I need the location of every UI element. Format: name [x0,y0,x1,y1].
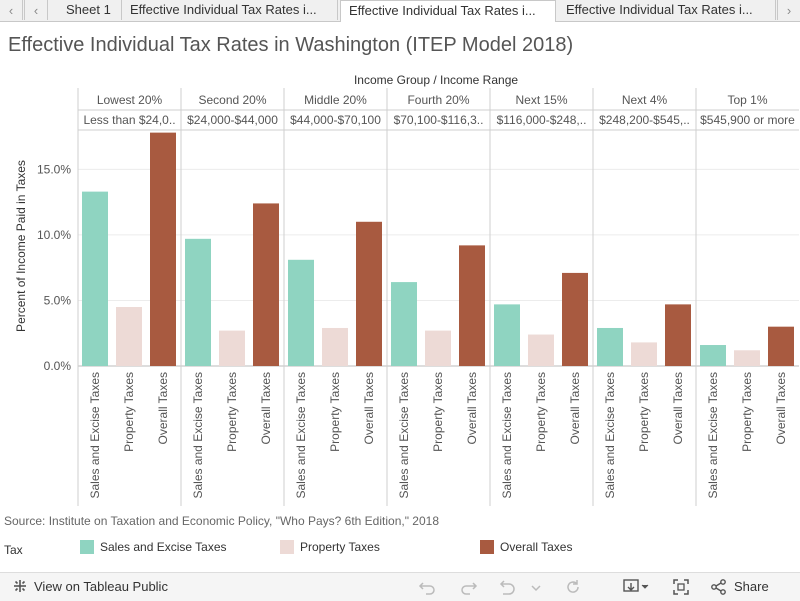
x-tick-label: Sales and Excise Taxes [294,372,308,499]
bar-sales [391,282,417,366]
tab-effective-rates-2[interactable]: Effective Individual Tax Rates i... [340,0,556,22]
x-tick-label: Property Taxes [122,372,136,452]
view-on-tableau-link[interactable]: View on Tableau Public [34,579,168,594]
x-tick-label: Overall Taxes [465,372,479,444]
income-range-label: $70,100-$116,3.. [394,113,484,127]
x-tick-label: Sales and Excise Taxes [397,372,411,499]
income-group-label: Second 20% [198,93,266,107]
x-tick-label: Property Taxes [225,372,239,452]
bar-property [734,350,760,366]
x-tick-label: Property Taxes [328,372,342,452]
tab-effective-rates-3[interactable]: Effective Individual Tax Rates i... [558,0,776,20]
income-group-label: Lowest 20% [97,93,163,107]
legend-item-overall[interactable]: Overall Taxes [480,540,572,554]
y-tick-label: 10.0% [37,228,71,242]
header-label: Income Group / Income Range [354,73,518,87]
x-tick-label: Overall Taxes [671,372,685,444]
bar-property [116,307,142,366]
bar-property [631,342,657,366]
chart-title: Effective Individual Tax Rates in Washin… [8,34,574,56]
x-tick-label: Overall Taxes [156,372,170,444]
x-tick-label: Sales and Excise Taxes [88,372,102,499]
bar-property [322,327,348,366]
bar-chart: Income Group / Income Range Percent of I… [14,73,799,506]
income-range-label: $248,200-$545,.. [599,113,690,127]
revert-dropdown-chevron-icon[interactable] [530,578,542,596]
income-group-label: Next 15% [515,93,567,107]
tableau-logo-icon [14,580,26,592]
y-tick-label: 15.0% [37,162,71,176]
bar-overall [562,272,588,366]
sheet-tab-bar: ‹ ‹ Sheet 1 Effective Individual Tax Rat… [0,0,800,22]
bar-overall [150,132,176,366]
undo-icon[interactable] [418,578,436,596]
x-tick-label: Property Taxes [637,372,651,452]
legend-item-sales[interactable]: Sales and Excise Taxes [80,540,227,554]
legend-label: Overall Taxes [500,540,573,554]
bar-overall [459,245,485,366]
y-axis-label: Percent of Income Paid in Taxes [14,160,28,332]
income-range-label: $116,000-$248,.. [497,113,587,127]
tab-sheet-1[interactable]: Sheet 1 [58,0,122,20]
bar-sales [288,259,314,366]
tableau-toolbar: View on Tableau Public Share [0,572,800,601]
legend-title: Tax [4,543,23,557]
income-group-label: Fourth 20% [407,93,469,107]
bar-overall [356,221,382,366]
x-tick-label: Sales and Excise Taxes [706,372,720,499]
income-group-label: Top 1% [727,93,767,107]
income-range-label: Less than $24,0.. [83,113,175,127]
redo-icon[interactable] [460,578,478,596]
bar-sales [185,238,211,366]
bar-sales [494,304,520,366]
download-icon[interactable] [622,578,650,596]
bar-sales [597,327,623,366]
bar-overall [768,326,794,366]
x-tick-label: Overall Taxes [568,372,582,444]
x-tick-label: Property Taxes [740,372,754,452]
income-group-label: Middle 20% [304,93,367,107]
color-legend: Tax Sales and Excise Taxes Property Taxe… [0,540,800,562]
x-tick-label: Overall Taxes [259,372,273,444]
x-tick-label: Overall Taxes [774,372,788,444]
bar-overall [665,304,691,366]
x-tick-label: Property Taxes [431,372,445,452]
x-tick-label: Sales and Excise Taxes [603,372,617,499]
bar-overall [253,203,279,366]
legend-label: Sales and Excise Taxes [100,540,227,554]
legend-label: Property Taxes [300,540,380,554]
x-tick-label: Sales and Excise Taxes [191,372,205,499]
bar-property [425,330,451,366]
x-tick-label: Property Taxes [534,372,548,452]
revert-icon[interactable] [498,578,516,596]
tab-effective-rates-1[interactable]: Effective Individual Tax Rates i... [122,0,338,20]
refresh-icon[interactable] [564,578,582,596]
sales-swatch-icon [80,540,94,554]
tab-scroll-first-icon[interactable]: ‹ [0,0,23,20]
bar-property [219,330,245,366]
bar-sales [82,191,108,366]
overall-swatch-icon [480,540,494,554]
tab-scroll-right-icon[interactable]: › [777,0,800,20]
income-range-label: $44,000-$70,100 [290,113,381,127]
y-tick-label: 0.0% [44,359,72,373]
bar-sales [700,345,726,366]
share-icon[interactable] [710,578,728,596]
income-range-label: $545,900 or more [700,113,795,127]
y-tick-label: 5.0% [44,293,72,307]
share-button[interactable]: Share [734,579,769,594]
property-swatch-icon [280,540,294,554]
fullscreen-icon[interactable] [672,578,690,596]
source-note: Source: Institute on Taxation and Econom… [4,514,439,528]
x-tick-label: Sales and Excise Taxes [500,372,514,499]
tab-scroll-left-icon[interactable]: ‹ [24,0,48,20]
income-range-label: $24,000-$44,000 [187,113,278,127]
legend-item-property[interactable]: Property Taxes [280,540,380,554]
x-tick-label: Overall Taxes [362,372,376,444]
income-group-label: Next 4% [622,93,668,107]
bar-property [528,334,554,366]
